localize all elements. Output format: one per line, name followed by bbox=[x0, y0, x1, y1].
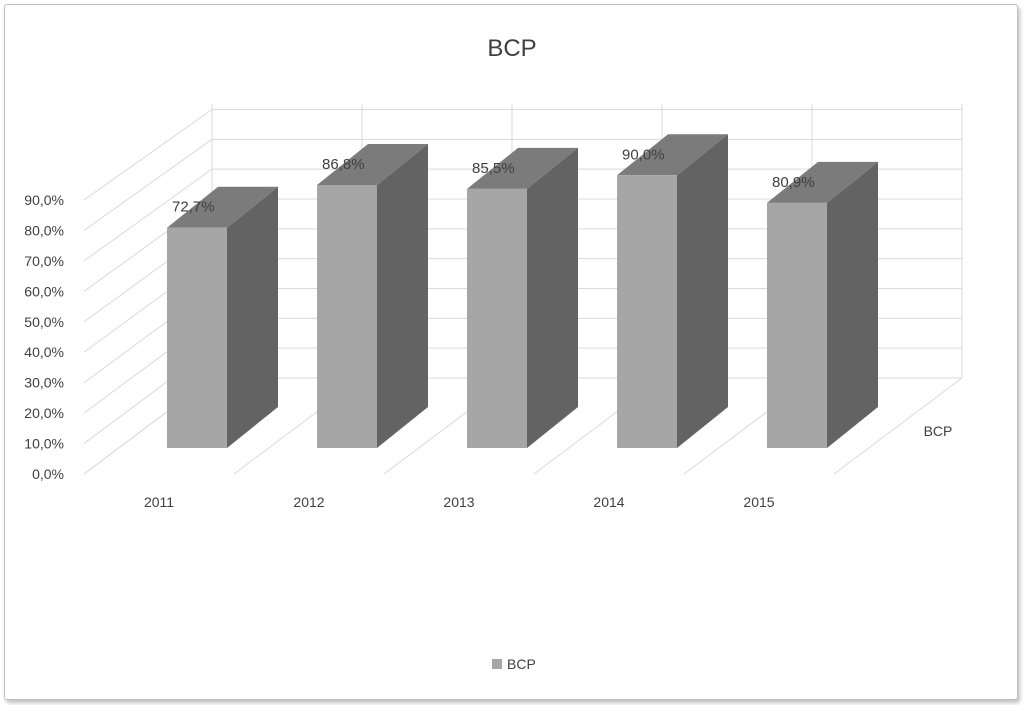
y-tick-label: 40,0% bbox=[24, 344, 64, 360]
legend-label: BCP bbox=[507, 656, 536, 672]
bar-front-face bbox=[617, 175, 677, 449]
y-axis-tick-labels: 0,0% 10,0% 20,0% 30,0% 40,0% 50,0% 60,0% 70,0% 8… bbox=[24, 192, 64, 482]
y-tick-label: 50,0% bbox=[24, 314, 64, 330]
bar-top-face bbox=[467, 147, 578, 189]
y-tick-label: 0,0% bbox=[32, 466, 64, 482]
y-tick-label: 20,0% bbox=[24, 405, 64, 421]
y-tick-label: 60,0% bbox=[24, 283, 64, 299]
x-tick-label: 2013 bbox=[443, 494, 474, 510]
y-tick-label: 90,0% bbox=[24, 192, 64, 208]
data-label: 80,9% bbox=[772, 174, 815, 191]
bar-front-face bbox=[167, 227, 227, 448]
side-gridline bbox=[83, 109, 213, 201]
bar-front-face bbox=[317, 184, 377, 448]
bar-side-face bbox=[227, 186, 278, 448]
bar-side-face bbox=[527, 147, 578, 448]
bar-side-face bbox=[827, 161, 878, 449]
bar-top-face bbox=[767, 161, 878, 203]
data-label: 85,5% bbox=[472, 160, 515, 177]
y-tick-label: 80,0% bbox=[24, 222, 64, 238]
data-label: 86,8% bbox=[322, 156, 365, 173]
y-tick-label: 70,0% bbox=[24, 253, 64, 269]
y-tick-label: 10,0% bbox=[24, 436, 64, 452]
bar-top-face bbox=[167, 186, 278, 228]
bar-front-face bbox=[767, 202, 827, 448]
bars: 72,7% 86,8% 85,5% 90,0% 80,9% bbox=[167, 134, 878, 449]
legend[interactable]: BCP bbox=[492, 656, 536, 672]
data-label: 72,7% bbox=[172, 199, 215, 216]
x-tick-label: 2011 bbox=[144, 494, 174, 510]
bar-2013[interactable]: 85,5% bbox=[467, 147, 578, 448]
side-gridline bbox=[83, 138, 213, 231]
x-tick-label: 2014 bbox=[593, 494, 624, 510]
x-tick-label: 2015 bbox=[743, 494, 774, 510]
x-tick-label: 2012 bbox=[293, 494, 324, 510]
bar-side-face bbox=[377, 143, 428, 448]
floor-gridline bbox=[833, 377, 963, 475]
x-axis-tick-labels: 2011 2012 2013 2014 2015 bbox=[144, 494, 775, 510]
bar-top-face bbox=[617, 134, 728, 176]
bar-2014[interactable]: 90,0% bbox=[617, 134, 728, 449]
depth-axis-label: BCP bbox=[924, 423, 953, 439]
bar-2012[interactable]: 86,8% bbox=[317, 143, 428, 448]
legend-swatch bbox=[492, 659, 502, 669]
bar-2011[interactable]: 72,7% bbox=[167, 186, 278, 448]
bar-top-face bbox=[317, 143, 428, 185]
data-label: 90,0% bbox=[622, 146, 665, 163]
y-tick-label: 30,0% bbox=[24, 375, 64, 391]
bar-side-face bbox=[677, 134, 728, 449]
side-gridline bbox=[83, 168, 213, 262]
bar-2015[interactable]: 80,9% bbox=[767, 161, 878, 449]
chart-title: BCP bbox=[487, 35, 536, 62]
bar-front-face bbox=[467, 188, 527, 448]
